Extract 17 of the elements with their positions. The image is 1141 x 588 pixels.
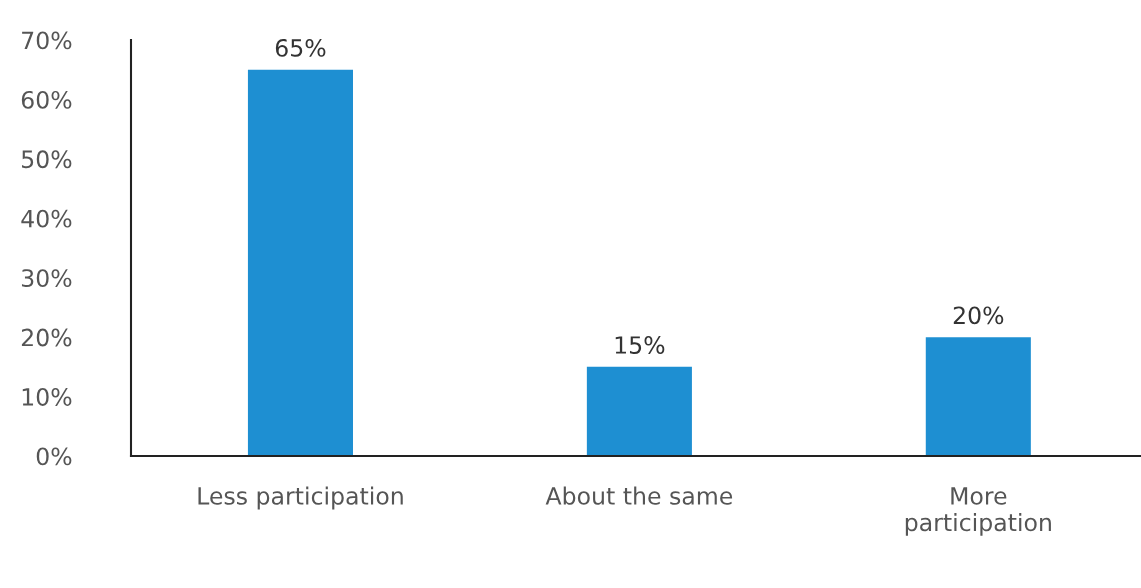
y-tick-label: 10% (22, 388, 72, 406)
x-tick-label: Less participation (198, 486, 403, 510)
bar (247, 69, 353, 456)
x-tick-label: About the same (545, 486, 733, 505)
y-tick-label: 40% (21, 209, 72, 228)
bar (925, 337, 1031, 456)
y-tick-label: 60% (21, 90, 72, 109)
data-label: 65% (275, 38, 326, 57)
y-tick-label: 30% (21, 269, 72, 288)
y-tick-label: 50% (22, 150, 72, 169)
y-tick-label: 20% (21, 328, 72, 347)
y-tick-label: 70% (22, 31, 72, 50)
x-tick-label: More participation (905, 487, 1051, 536)
y-tick-label: 0% (36, 447, 72, 466)
data-label: 15% (615, 336, 665, 354)
bar (586, 366, 692, 456)
data-label: 20% (953, 306, 1004, 325)
